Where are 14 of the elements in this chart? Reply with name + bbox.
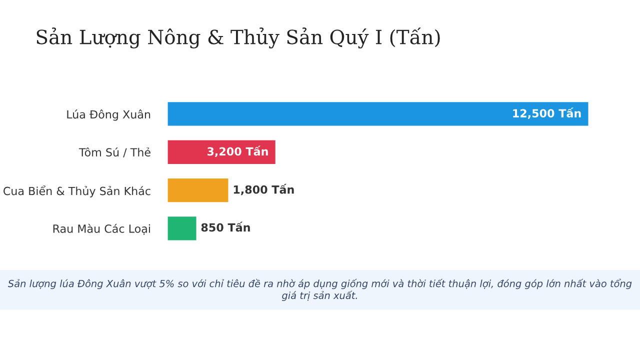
chart-title: Sản Lượng Nông & Thủy Sản Quý I (Tấn) — [36, 28, 440, 48]
y-tick-label: Tôm Sú / Thẻ — [78, 147, 150, 158]
bar — [168, 102, 588, 126]
bar — [168, 216, 196, 240]
data-label: 1,800 Tấn — [234, 184, 294, 196]
bar — [168, 140, 276, 164]
y-tick-label: Cua Biển & Thủy Sản Khác — [4, 185, 150, 198]
bar — [168, 178, 228, 202]
data-label: 12,500 Tấn — [513, 108, 581, 119]
data-label: 3,200 Tấn — [207, 146, 268, 158]
y-tick-label: Lúa Đông Xuân — [67, 110, 150, 121]
text: Sản lượng lúa Đông Xuân vượt 5% so với chỉ tiêu đề ra nhờ áp dụng giống mới và thời tiết thuận lợi, đóng góp lớn nhất vào tổng giá trị sản xuất. — [8, 278, 632, 301]
data-label: 850 Tấn — [201, 222, 250, 232]
y-tick-label: Rau Màu Các Loại — [53, 224, 150, 235]
